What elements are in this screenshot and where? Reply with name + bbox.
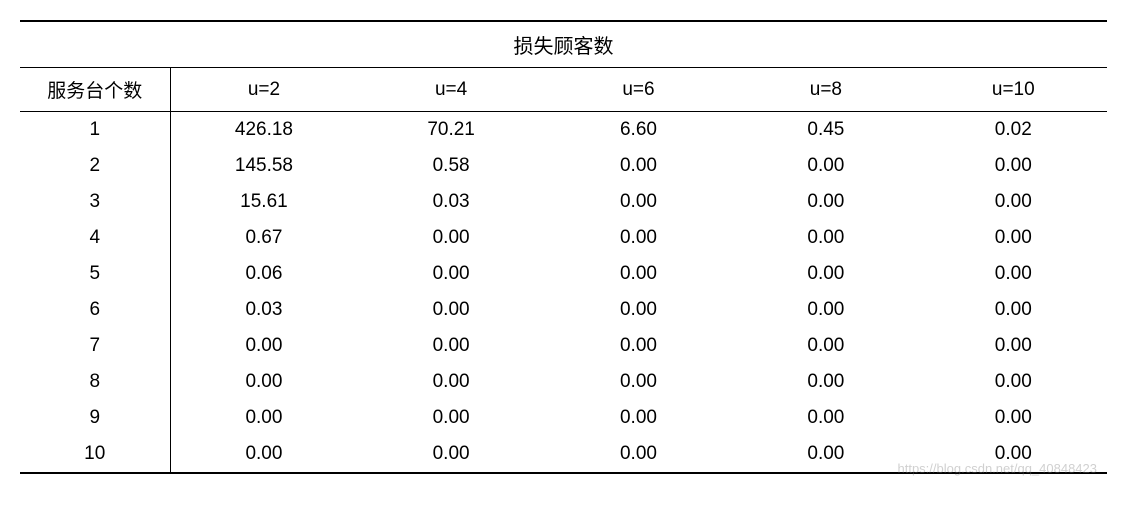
cell: 0.00 [545,184,732,220]
cell: 0.00 [920,256,1107,292]
table-row: 7 0.00 0.00 0.00 0.00 0.00 [20,328,1107,364]
cell: 426.18 [170,112,357,149]
table-row: 5 0.06 0.00 0.00 0.00 0.00 [20,256,1107,292]
table-row: 10 0.00 0.00 0.00 0.00 0.00 [20,436,1107,473]
row-label: 1 [20,112,170,149]
row-label: 2 [20,148,170,184]
col-header: u=2 [170,68,357,112]
cell: 0.00 [920,148,1107,184]
row-label: 10 [20,436,170,473]
table-row: 6 0.03 0.00 0.00 0.00 0.00 [20,292,1107,328]
cell: 0.00 [920,184,1107,220]
row-label: 6 [20,292,170,328]
row-header-label: 服务台个数 [20,68,170,112]
cell: 0.00 [357,364,544,400]
cell: 0.00 [170,436,357,473]
cell: 0.00 [920,364,1107,400]
table-row: 8 0.00 0.00 0.00 0.00 0.00 [20,364,1107,400]
cell: 0.06 [170,256,357,292]
cell: 0.03 [170,292,357,328]
cell: 0.00 [920,220,1107,256]
cell: 0.00 [545,292,732,328]
cell: 0.00 [545,436,732,473]
cell: 0.00 [357,220,544,256]
row-label: 5 [20,256,170,292]
table-row: 1 426.18 70.21 6.60 0.45 0.02 [20,112,1107,149]
col-header: u=8 [732,68,919,112]
cell: 0.00 [170,328,357,364]
cell: 0.45 [732,112,919,149]
table-row: 2 145.58 0.58 0.00 0.00 0.00 [20,148,1107,184]
cell: 70.21 [357,112,544,149]
title-row: 损失顾客数 [20,21,1107,68]
cell: 0.00 [732,184,919,220]
cell: 0.67 [170,220,357,256]
cell: 0.00 [732,220,919,256]
row-label: 8 [20,364,170,400]
cell: 0.00 [545,256,732,292]
cell: 0.00 [732,436,919,473]
col-header: u=10 [920,68,1107,112]
row-label: 9 [20,400,170,436]
data-table: 损失顾客数 服务台个数 u=2 u=4 u=6 u=8 u=10 1 426.1… [20,20,1107,474]
cell: 0.00 [170,364,357,400]
row-label: 4 [20,220,170,256]
cell: 15.61 [170,184,357,220]
cell: 0.03 [357,184,544,220]
cell: 145.58 [170,148,357,184]
cell: 0.00 [357,436,544,473]
cell: 0.00 [732,148,919,184]
row-label: 7 [20,328,170,364]
table-row: 9 0.00 0.00 0.00 0.00 0.00 [20,400,1107,436]
cell: 0.00 [545,364,732,400]
table-title: 损失顾客数 [20,21,1107,68]
cell: 0.00 [357,400,544,436]
cell: 0.58 [357,148,544,184]
cell: 0.00 [920,292,1107,328]
col-header: u=6 [545,68,732,112]
cell: 0.00 [920,400,1107,436]
cell: 0.00 [170,400,357,436]
cell: 0.00 [545,328,732,364]
table-row: 3 15.61 0.03 0.00 0.00 0.00 [20,184,1107,220]
cell: 0.00 [545,400,732,436]
cell: 0.00 [357,292,544,328]
table-body: 1 426.18 70.21 6.60 0.45 0.02 2 145.58 0… [20,112,1107,474]
cell: 6.60 [545,112,732,149]
cell: 0.00 [545,148,732,184]
cell: 0.00 [357,256,544,292]
cell: 0.00 [545,220,732,256]
cell: 0.00 [732,400,919,436]
cell: 0.00 [920,328,1107,364]
cell: 0.00 [920,436,1107,473]
cell: 0.00 [732,292,919,328]
cell: 0.00 [732,364,919,400]
table-row: 4 0.67 0.00 0.00 0.00 0.00 [20,220,1107,256]
cell: 0.00 [357,328,544,364]
cell: 0.02 [920,112,1107,149]
cell: 0.00 [732,256,919,292]
header-row: 服务台个数 u=2 u=4 u=6 u=8 u=10 [20,68,1107,112]
row-label: 3 [20,184,170,220]
col-header: u=4 [357,68,544,112]
cell: 0.00 [732,328,919,364]
table-container: 损失顾客数 服务台个数 u=2 u=4 u=6 u=8 u=10 1 426.1… [20,20,1107,474]
